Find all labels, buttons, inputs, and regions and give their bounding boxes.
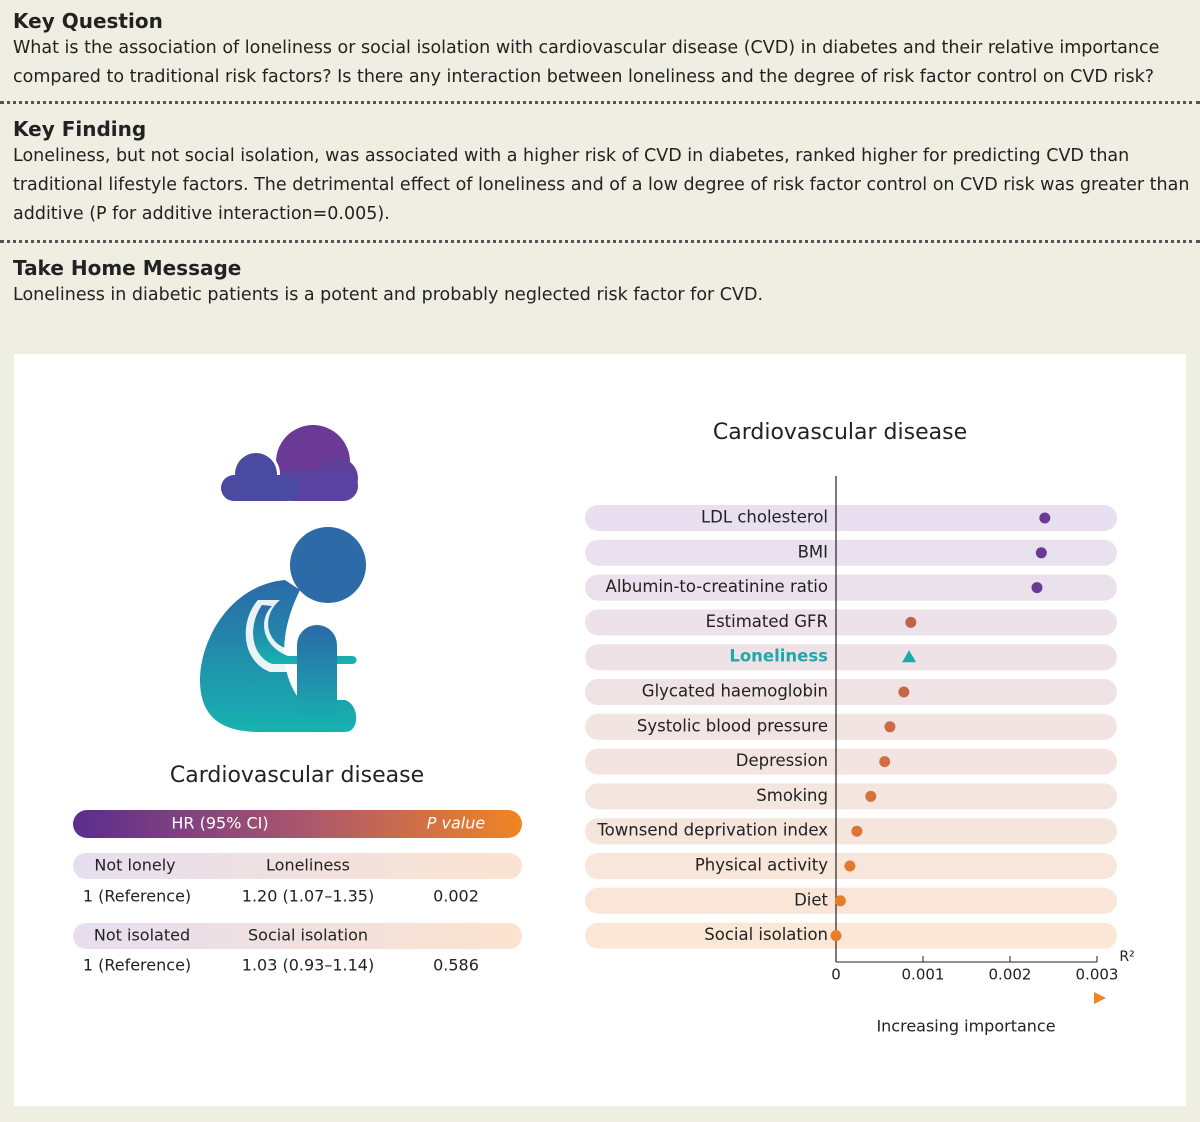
category-label: Social isolation — [704, 925, 828, 944]
row-pill — [585, 539, 1117, 566]
x-tick-label: 0.002 — [989, 966, 1032, 984]
marker — [1039, 512, 1051, 524]
category-label: Diet — [794, 890, 828, 909]
section: Take Home Message Loneliness in diabetic… — [13, 255, 1193, 310]
category-label: Systolic blood pressure — [637, 716, 828, 735]
separator — [0, 240, 1200, 243]
row-pill — [585, 818, 1117, 845]
header-bar — [73, 810, 522, 838]
category-label: Physical activity — [695, 856, 828, 875]
category-label: Smoking — [756, 786, 828, 805]
category-label: Townsend deprivation index — [596, 821, 828, 840]
person-icon — [200, 527, 367, 732]
separator — [0, 101, 1200, 104]
category-label: LDL cholesterol — [701, 508, 828, 527]
marker — [834, 895, 846, 907]
hr: 1.03 (0.93–1.14) — [242, 956, 374, 975]
category-label: Loneliness — [729, 647, 828, 666]
section: Key Finding Loneliness, but not social i… — [13, 116, 1193, 229]
header-hr: HR (95% CI) — [171, 814, 268, 833]
marker — [879, 756, 891, 768]
row-pill — [73, 853, 522, 879]
marker — [830, 930, 842, 942]
marker — [902, 650, 917, 663]
chart-title: Cardiovascular disease — [713, 420, 967, 445]
exposure: Loneliness — [266, 856, 350, 875]
marker — [1031, 582, 1043, 594]
row-pill — [585, 679, 1117, 705]
row-pill — [585, 887, 1117, 914]
reference: 1 (Reference) — [83, 956, 191, 975]
section: Key Question What is the association of … — [13, 8, 1193, 92]
category-label: Estimated GFR — [706, 612, 828, 631]
left-title: Cardiovascular disease — [170, 763, 424, 788]
x-tick-label: 0.001 — [902, 966, 945, 984]
row-pill — [585, 713, 1117, 740]
marker — [865, 790, 877, 802]
hr: 1.20 (1.07–1.35) — [242, 887, 374, 906]
arrow-head — [1094, 992, 1106, 1004]
row-pill — [585, 574, 1117, 601]
text-line: Loneliness, but not social isolation, wa… — [13, 146, 1130, 166]
marker — [898, 686, 910, 698]
text-line: What is the association of loneliness or… — [13, 38, 1160, 58]
reference-group: Not lonely — [94, 856, 175, 875]
category-label: Glycated haemoglobin — [642, 682, 828, 701]
marker — [844, 860, 856, 872]
row-pill — [585, 922, 1117, 949]
p-value: 0.002 — [433, 887, 479, 906]
heading: Key Finding — [13, 117, 147, 141]
category-label: BMI — [798, 542, 828, 561]
p-value: 0.586 — [433, 956, 479, 975]
marker — [851, 825, 863, 837]
text-line: compared to traditional risk factors? Is… — [13, 67, 1155, 87]
row-pill — [585, 748, 1117, 775]
row-pill — [73, 923, 522, 949]
category-label: Depression — [736, 751, 828, 770]
x-tick-label: 0 — [831, 966, 841, 984]
arrow-label: Increasing importance — [876, 1017, 1055, 1036]
heading: Key Question — [13, 9, 163, 33]
exposure: Social isolation — [248, 926, 368, 945]
marker — [1035, 547, 1047, 559]
row-pill — [585, 505, 1117, 531]
cloud-icon — [221, 425, 358, 501]
x-axis-label: R² — [1119, 949, 1134, 965]
row-pill — [585, 609, 1117, 636]
header-p: P value — [427, 814, 486, 833]
category-label: Albumin-to-creatinine ratio — [606, 577, 828, 596]
text-line: traditional lifestyle factors. The detri… — [13, 175, 1190, 195]
row-pill — [585, 783, 1117, 810]
x-tick-label: 0.003 — [1076, 966, 1119, 984]
marker — [905, 616, 917, 628]
text-line: additive (P for additive interaction=0.0… — [13, 204, 390, 224]
marker — [884, 721, 896, 733]
reference-group: Not isolated — [94, 926, 190, 945]
reference: 1 (Reference) — [83, 887, 191, 906]
text-line: Loneliness in diabetic patients is a pot… — [13, 285, 764, 305]
heading: Take Home Message — [13, 256, 242, 280]
row-pill — [585, 644, 1117, 671]
